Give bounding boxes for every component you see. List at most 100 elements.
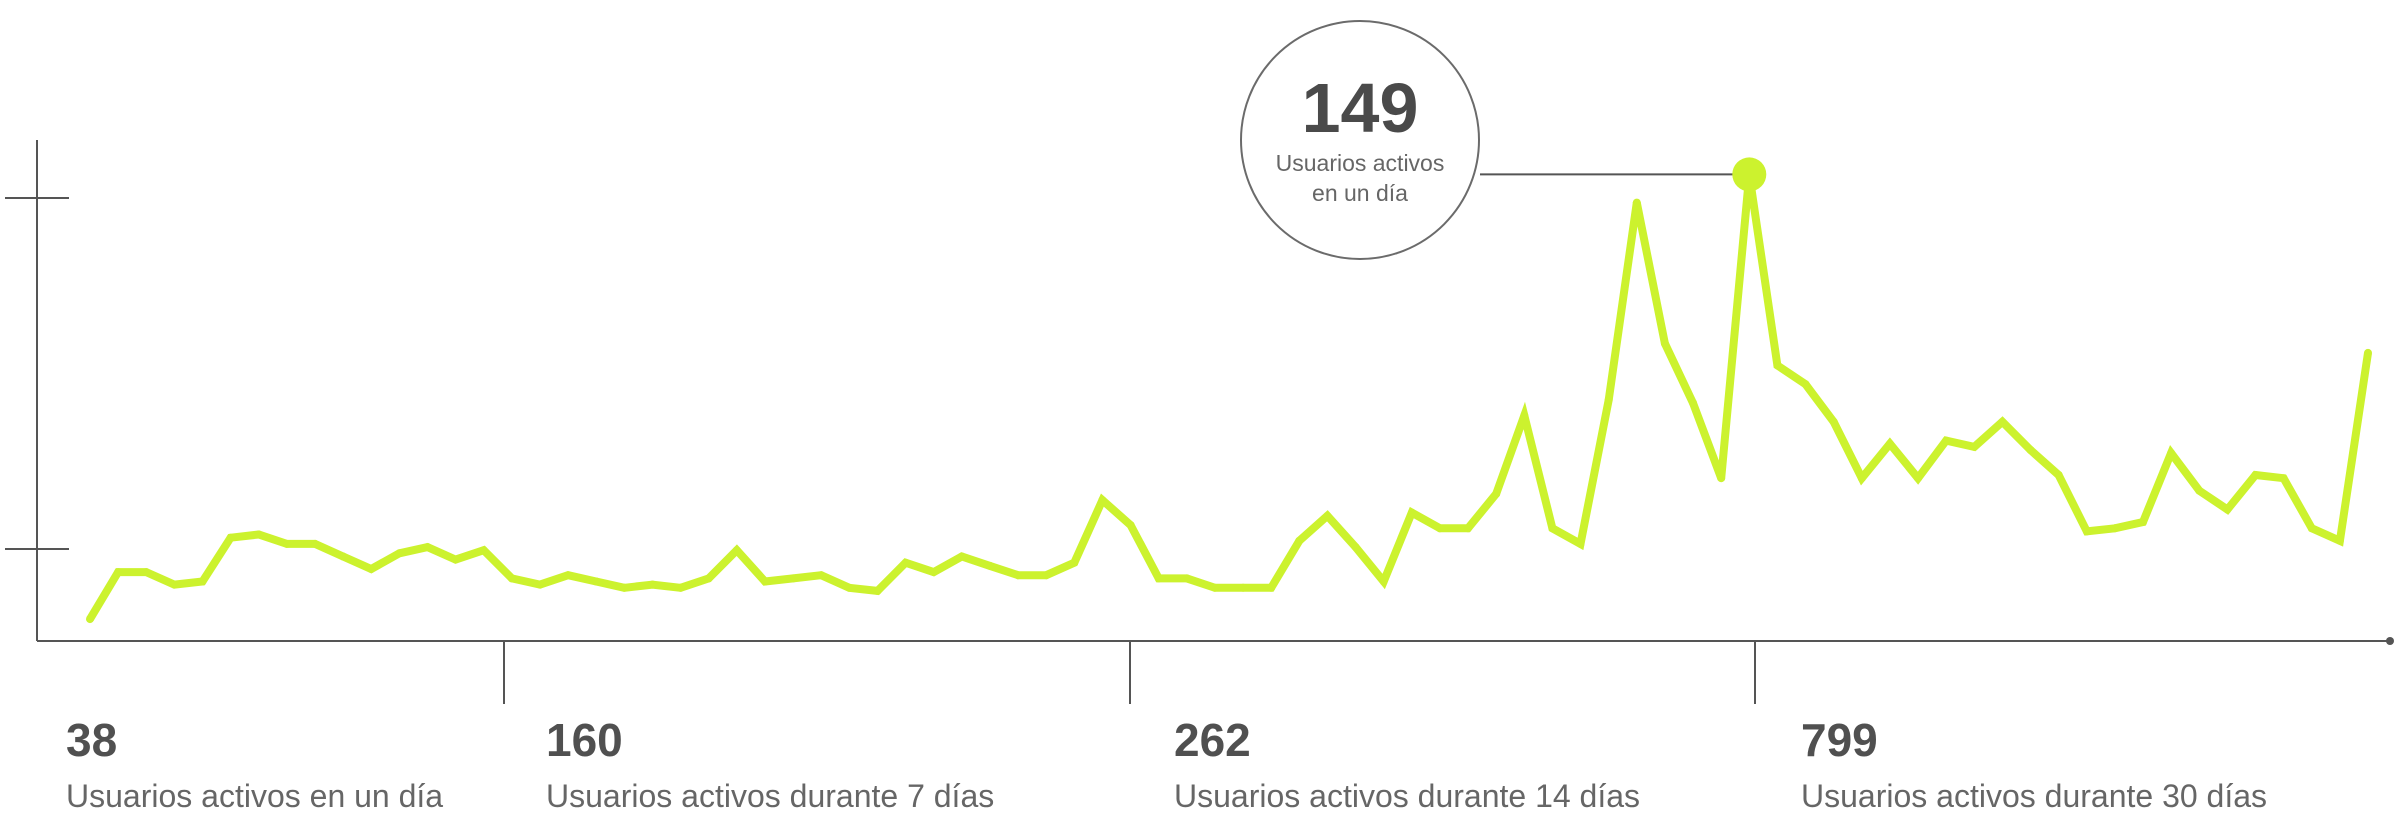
data-point xyxy=(648,580,657,589)
data-point xyxy=(1407,508,1416,517)
data-point xyxy=(142,568,151,577)
data-point xyxy=(2195,486,2204,495)
data-point xyxy=(1098,496,1107,505)
data-point xyxy=(1492,489,1501,498)
tooltip-label: Usuarios activos en un día xyxy=(1275,150,1445,206)
data-point xyxy=(2139,518,2147,526)
stat-30-days: 799 Usuarios activos durante 30 días xyxy=(1801,712,2267,816)
data-point xyxy=(1126,521,1135,530)
series-layer xyxy=(86,173,2372,622)
data-point xyxy=(704,574,713,583)
data-point xyxy=(1435,524,1444,533)
data-point xyxy=(2110,524,2119,533)
data-point xyxy=(789,574,798,583)
data-point xyxy=(761,577,769,586)
data-point xyxy=(564,571,573,580)
stat-label: Usuarios activos durante 7 días xyxy=(546,778,995,814)
data-point xyxy=(1014,571,1023,580)
data-point xyxy=(1042,571,1051,580)
stat-14-days: 262 Usuarios activos durante 14 días xyxy=(1174,712,1640,816)
data-point xyxy=(86,615,94,624)
data-point xyxy=(2223,505,2232,514)
data-point xyxy=(2307,524,2316,533)
data-point xyxy=(1210,583,1219,592)
data-point xyxy=(1660,339,1669,348)
data-point xyxy=(986,561,994,570)
data-point xyxy=(817,571,826,580)
data-point xyxy=(2054,471,2063,479)
data-point xyxy=(1717,474,1726,483)
data-point xyxy=(2082,527,2091,536)
highlight-point xyxy=(1732,157,1767,192)
data-point xyxy=(536,580,544,589)
data-point xyxy=(901,558,910,567)
data-point xyxy=(592,577,601,586)
data-point xyxy=(2026,446,2035,454)
data-point xyxy=(732,546,741,555)
data-point xyxy=(2251,471,2260,479)
data-point xyxy=(1801,380,1810,389)
tooltip-callout: 149 Usuarios activos en un día xyxy=(1240,20,1480,260)
data-point xyxy=(1323,511,1332,520)
data-point xyxy=(676,583,685,592)
data-point xyxy=(395,549,404,558)
data-point xyxy=(479,546,488,555)
data-point xyxy=(1239,583,1248,592)
data-point xyxy=(1182,574,1191,583)
data-point xyxy=(1070,558,1079,567)
data-point xyxy=(1632,198,1641,207)
data-point xyxy=(2167,449,2176,458)
data-point xyxy=(423,543,432,552)
data-point xyxy=(282,539,291,548)
data-point xyxy=(1267,583,1276,592)
data-point xyxy=(929,568,938,577)
data-point xyxy=(114,568,123,577)
data-point xyxy=(620,583,629,592)
data-point xyxy=(1773,361,1782,370)
data-point xyxy=(1548,524,1557,533)
data-point xyxy=(1604,395,1613,404)
stat-value: 262 xyxy=(1174,714,1251,766)
data-point xyxy=(1942,436,1951,445)
data-point xyxy=(170,580,179,589)
data-point xyxy=(1857,474,1866,483)
data-point xyxy=(1379,577,1388,586)
series-line xyxy=(86,173,2372,622)
stat-label: Usuarios activos durante 30 días xyxy=(1801,778,2268,814)
data-point xyxy=(1351,543,1360,552)
data-point xyxy=(226,533,235,542)
data-point xyxy=(1885,439,1894,448)
data-point xyxy=(1914,474,1922,483)
stat-value: 160 xyxy=(546,714,623,766)
data-point xyxy=(1464,524,1472,533)
stat-1-day: 38 Usuarios activos en un día xyxy=(66,712,443,816)
data-point xyxy=(1520,411,1529,420)
data-point xyxy=(873,586,882,595)
stat-value: 799 xyxy=(1801,714,1878,766)
data-point xyxy=(1998,417,2007,426)
data-point xyxy=(339,552,348,561)
points-layer xyxy=(86,170,2372,624)
data-point xyxy=(1829,417,1838,426)
data-point xyxy=(507,574,516,583)
data-point xyxy=(845,583,854,592)
stat-label: Usuarios activos en un día xyxy=(66,778,444,814)
stat-label: Usuarios activos durante 14 días xyxy=(1174,778,1641,814)
data-point xyxy=(1689,399,1697,407)
data-point xyxy=(311,539,319,548)
data-point xyxy=(2364,348,2372,357)
data-point xyxy=(2335,536,2344,545)
data-point xyxy=(957,552,966,561)
data-point xyxy=(367,565,376,573)
data-point xyxy=(1295,536,1304,545)
stat-value: 38 xyxy=(66,714,118,766)
data-point xyxy=(1154,574,1163,583)
data-point xyxy=(198,577,207,586)
data-point xyxy=(254,530,263,539)
highlight-layer xyxy=(1480,157,1767,192)
data-point xyxy=(2279,474,2288,483)
data-point xyxy=(1576,539,1585,548)
data-point xyxy=(1970,442,1979,451)
stat-7-days: 160 Usuarios activos durante 7 días xyxy=(546,712,994,816)
